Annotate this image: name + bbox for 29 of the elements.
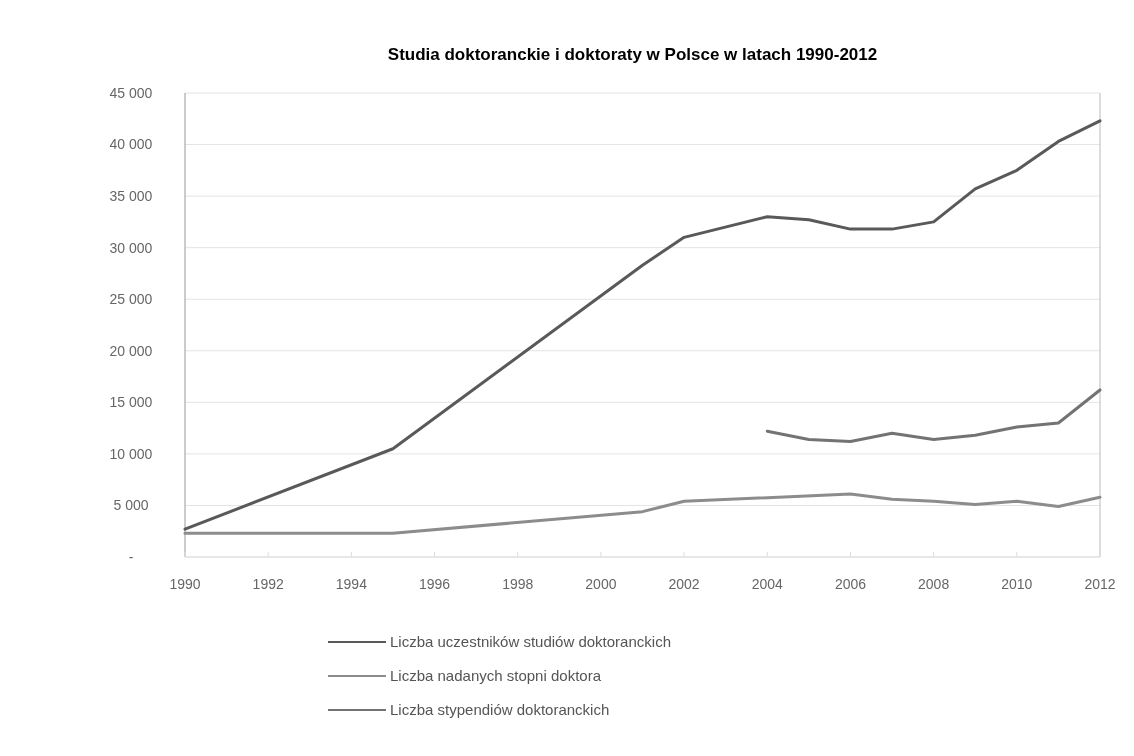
y-tick-label: 25 000	[109, 291, 153, 308]
x-tick-label: 2010	[1001, 576, 1033, 592]
x-tick-label: 1992	[252, 576, 284, 592]
y-tick-label: 15 000	[109, 394, 153, 411]
y-tick-label: 35 000	[109, 188, 153, 205]
line-series	[183, 492, 1102, 535]
x-tick-label: 1996	[418, 576, 451, 592]
x-tick-label: 2002	[668, 576, 700, 592]
legend-label: Liczba nadanych stopni doktora	[390, 667, 602, 685]
y-tick-label: 10 000	[109, 445, 153, 462]
y-tick-label: 45 000	[109, 84, 153, 101]
y-tick-label: 40 000	[109, 136, 153, 153]
y-tick-label: 20 000	[109, 342, 153, 359]
x-tick-label: 1998	[502, 576, 534, 592]
x-tick-label: 1994	[335, 576, 368, 592]
x-tick-label: 2006	[834, 576, 867, 592]
legend-label: Liczba uczestników studiów doktoranckich	[390, 633, 671, 651]
x-tick-label: 1990	[169, 576, 201, 592]
y-tick-label: -	[128, 548, 134, 565]
legend-label: Liczba stypendiów doktoranckich	[390, 701, 610, 719]
line-series	[183, 119, 1102, 531]
y-tick-label: 30 000	[109, 239, 153, 256]
x-tick-label: 2008	[918, 576, 950, 592]
chart-title: Studia doktoranckie i doktoraty w Polsce w latach 1990-2012	[387, 45, 878, 64]
x-tick-label: 2004	[751, 576, 784, 592]
line-series	[765, 388, 1102, 444]
x-tick-label: 2000	[585, 576, 617, 592]
x-tick-label: 2012	[1084, 576, 1116, 592]
y-tick-label: 5 000	[113, 497, 149, 514]
